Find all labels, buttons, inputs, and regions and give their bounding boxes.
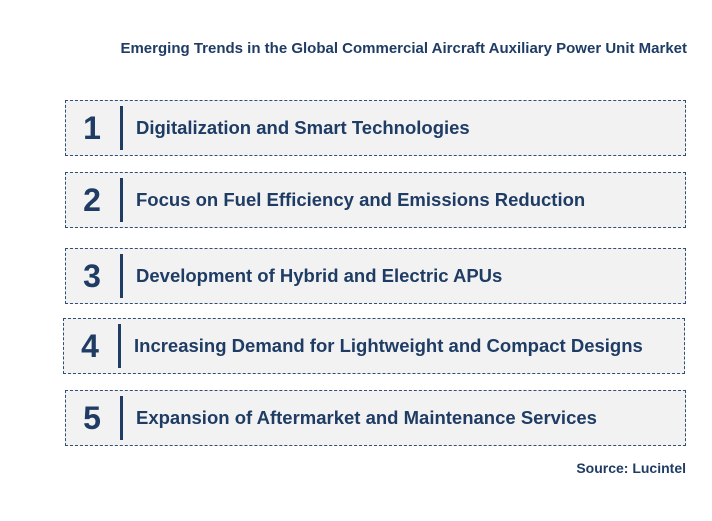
trend-box-2: 2 Focus on Fuel Efficiency and Emissions… — [65, 172, 686, 228]
trend-number: 2 — [83, 181, 101, 218]
trend-text: Increasing Demand for Lightweight and Co… — [134, 335, 643, 356]
trend-box-3: 3 Development of Hybrid and Electric APU… — [65, 248, 686, 304]
trend-text: Development of Hybrid and Electric APUs — [136, 265, 503, 286]
trend-box-4: 4 Increasing Demand for Lightweight and … — [63, 318, 685, 374]
trend-divider — [120, 254, 123, 298]
trend-box-1: 1 Digitalization and Smart Technologies — [65, 100, 686, 156]
trend-text: Digitalization and Smart Technologies — [136, 117, 470, 138]
trend-number: 5 — [83, 399, 101, 436]
source-label: Source: Lucintel — [576, 460, 686, 476]
trend-text: Expansion of Aftermarket and Maintenance… — [136, 407, 597, 428]
trend-divider — [118, 324, 121, 368]
trend-number: 4 — [81, 327, 99, 364]
trend-divider — [120, 106, 123, 150]
trend-box-5: 5 Expansion of Aftermarket and Maintenan… — [65, 390, 686, 446]
trend-divider — [120, 178, 123, 222]
trend-text: Focus on Fuel Efficiency and Emissions R… — [136, 189, 586, 210]
trend-number: 3 — [83, 257, 101, 294]
diagram-title: Emerging Trends in the Global Commercial… — [120, 40, 687, 57]
trend-divider — [120, 396, 123, 440]
trend-number: 1 — [83, 109, 101, 146]
